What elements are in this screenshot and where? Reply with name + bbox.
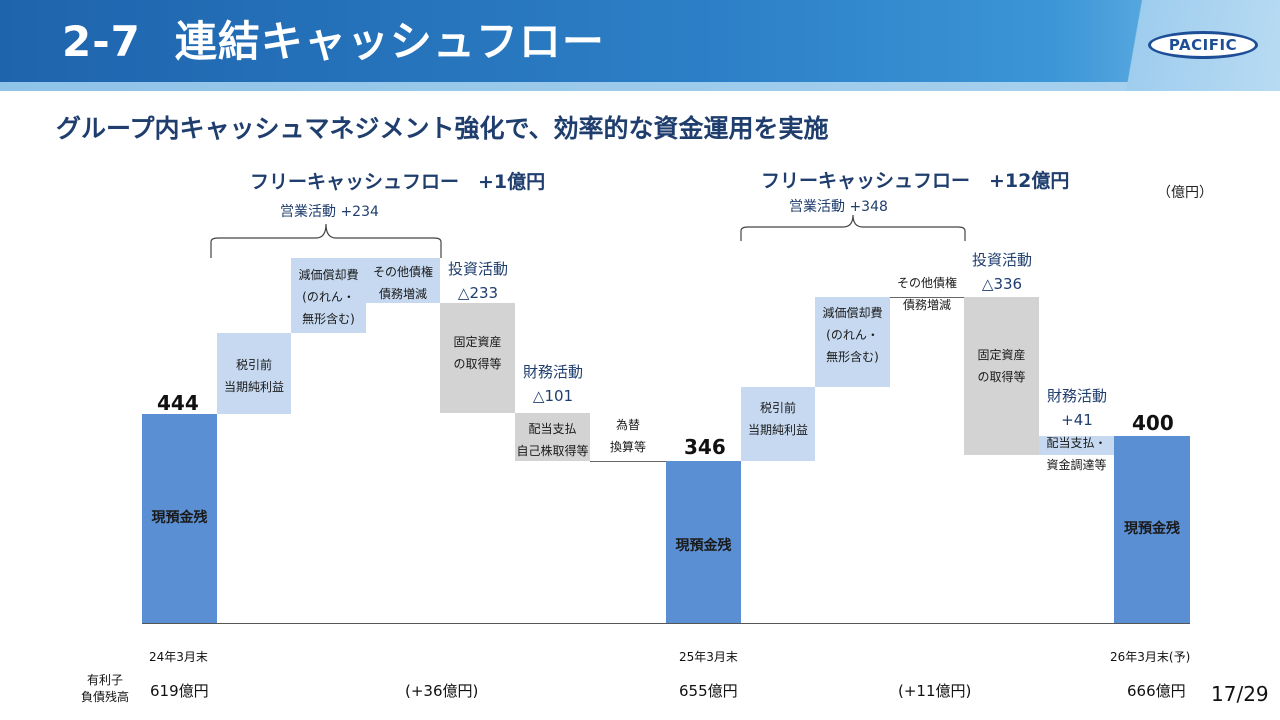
label-depreciation-1: 減価償却費 (のれん・ 無形含む) <box>291 264 366 330</box>
label-line: 換算等 <box>609 440 646 454</box>
chart-baseline <box>142 623 1190 624</box>
label-line: 固定資産 <box>453 335 502 349</box>
label-line: 自己株取得等 <box>516 444 589 458</box>
label-capex-2: 固定資産 の取得等 <box>964 344 1039 388</box>
bar-cash-26 <box>1114 436 1190 623</box>
label-line: 債務増減 <box>378 287 427 301</box>
label-line: 固定資産 <box>977 348 1026 362</box>
category-value: +41 <box>1061 411 1093 429</box>
label-capex-1: 固定資産 の取得等 <box>440 331 515 375</box>
label-line: 税引前 <box>235 358 272 372</box>
header-bar <box>0 0 1280 82</box>
category-investing-2: 投資活動 △336 <box>960 248 1044 296</box>
category-value: △101 <box>532 387 574 405</box>
brace-operating-1 <box>210 223 442 258</box>
value-cash-25: 346 <box>684 435 726 459</box>
label-line: の取得等 <box>453 357 502 371</box>
debt-25: 655億円 <box>679 682 738 700</box>
bar-dividends-1 <box>515 413 590 461</box>
label-line: 税引前 <box>759 401 796 415</box>
pacific-logo: PACIFIC <box>1148 31 1258 59</box>
brace-operating-2 <box>740 214 966 241</box>
label-line: 資金調達等 <box>1046 458 1107 472</box>
debt-label: 有利子 負債残高 <box>74 672 136 706</box>
category-name: 投資活動 <box>447 260 508 278</box>
label-finance-2: 配当支払・ 資金調達等 <box>1039 432 1114 476</box>
debt-change-2: (+11億円) <box>898 682 972 700</box>
label-line: 無形含む) <box>826 350 879 364</box>
date-label-26: 26年3月末(予) <box>1110 650 1191 664</box>
logo-text: PACIFIC <box>1168 36 1238 54</box>
category-financing-2: 財務活動 +41 <box>1035 384 1119 432</box>
label-pretax-2: 税引前 当期純利益 <box>741 397 815 441</box>
debt-change-1: (+36億円) <box>405 682 479 700</box>
label-line: 債務増減 <box>902 298 951 312</box>
bar-fx-1 <box>590 461 666 462</box>
label-cash-26: 現預金残 <box>1124 521 1180 537</box>
label-line: 為替 <box>615 418 640 432</box>
section-number: 2-7 <box>62 17 141 66</box>
value-cash-26: 400 <box>1132 411 1174 435</box>
value-cash-24: 444 <box>157 391 199 415</box>
bar-pretax-income-1 <box>217 333 291 414</box>
label-fx-1: 為替 換算等 <box>590 414 666 458</box>
subtitle: グループ内キャッシュマネジメント強化で、効率的な資金運用を実施 <box>56 114 829 143</box>
label-line: (のれん・ <box>826 328 879 342</box>
label-line: 配当支払 <box>528 422 577 436</box>
title-text: 連結キャッシュフロー <box>174 17 605 66</box>
category-name: 投資活動 <box>971 251 1032 269</box>
category-name: 財務活動 <box>522 363 583 381</box>
label-line: 減価償却費 <box>298 268 359 282</box>
bar-finance-2 <box>1039 436 1114 455</box>
bar-depreciation-2 <box>815 297 890 387</box>
bar-cash-25 <box>666 461 741 623</box>
fcf-title-2: フリーキャッシュフロー +12億円 <box>761 170 1070 192</box>
label-cash-25: 現預金残 <box>675 538 732 554</box>
page-number: 17/29 <box>1211 682 1269 706</box>
debt-24: 619億円 <box>150 682 209 700</box>
fcf-title-1: フリーキャッシュフロー +1億円 <box>250 171 546 193</box>
bar-cash-24 <box>142 414 217 623</box>
unit-label: （億円） <box>1157 185 1213 201</box>
date-label-25: 25年3月末 <box>679 650 738 664</box>
bar-pretax-income-2 <box>741 387 815 461</box>
category-value: △336 <box>981 275 1023 293</box>
label-other-2: その他債権 債務増減 <box>888 272 966 316</box>
bar-capex-2 <box>964 297 1039 455</box>
label-line: 減価償却費 <box>822 306 883 320</box>
bar-depreciation-1 <box>291 258 366 333</box>
label-line: その他債権 <box>896 276 957 290</box>
page-title: 2-7 連結キャッシュフロー <box>62 14 605 70</box>
label-line: 当期純利益 <box>223 380 284 394</box>
operating-label-2: 営業活動 +348 <box>789 199 888 215</box>
label-other-1: その他債権 債務増減 <box>366 261 440 305</box>
bar-other-receivables-2 <box>890 297 964 298</box>
label-line: 無形含む) <box>302 312 355 326</box>
debt-label-line: 負債残高 <box>80 690 129 704</box>
category-investing-1: 投資活動 △233 <box>436 257 520 305</box>
label-depreciation-2: 減価償却費 (のれん・ 無形含む) <box>815 302 890 368</box>
debt-label-line: 有利子 <box>86 673 123 687</box>
category-financing-1: 財務活動 △101 <box>511 360 595 408</box>
category-name: 財務活動 <box>1046 387 1107 405</box>
category-value: △233 <box>457 284 499 302</box>
label-line: 配当支払・ <box>1046 436 1107 450</box>
debt-26: 666億円 <box>1127 682 1186 700</box>
label-line: その他債権 <box>372 265 433 279</box>
header-strip <box>0 82 1280 91</box>
label-line: の取得等 <box>977 370 1026 384</box>
label-cash-24: 現預金残 <box>151 510 208 526</box>
label-line: (のれん・ <box>302 290 355 304</box>
label-line: 当期純利益 <box>747 423 808 437</box>
bar-other-receivables-1 <box>366 258 440 303</box>
label-pretax-1: 税引前 当期純利益 <box>217 354 291 398</box>
date-label-24: 24年3月末 <box>149 650 208 664</box>
label-dividends-1: 配当支払 自己株取得等 <box>513 418 592 462</box>
operating-label-1: 営業活動 +234 <box>280 204 379 220</box>
bar-capex-1 <box>440 303 515 413</box>
